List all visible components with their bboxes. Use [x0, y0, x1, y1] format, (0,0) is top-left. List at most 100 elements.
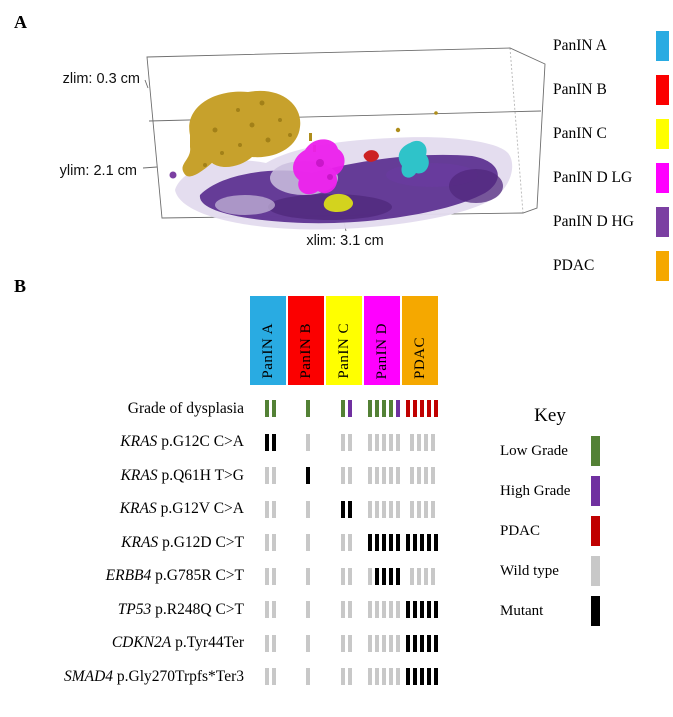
- sample-tick: [306, 400, 310, 418]
- key-color-swatch: [591, 556, 600, 586]
- sample-tick: [306, 668, 310, 686]
- sample-tick: [382, 534, 386, 552]
- sample-tick: [347, 433, 352, 451]
- sample-tick: [340, 500, 345, 518]
- sample-tick: [389, 467, 393, 485]
- sample-tick: [368, 634, 372, 652]
- matrix-cell-pdac: [404, 601, 440, 619]
- legend-color-swatch: [656, 251, 669, 281]
- matrix-cell-pdac: [404, 668, 440, 686]
- sample-tick: [340, 467, 345, 485]
- gold-speckles: [203, 100, 292, 167]
- sample-tick: [382, 467, 386, 485]
- sample-tick: [420, 534, 424, 552]
- sample-tick: [271, 467, 276, 485]
- matrix-row: KRAS p.G12V C>A: [0, 493, 440, 527]
- legend-color-swatch: [656, 119, 669, 149]
- sample-tick: [389, 500, 393, 518]
- sample-tick: [264, 634, 269, 652]
- column-header-label: PDAC: [411, 336, 428, 379]
- mutation-label: p.Gly270Trpfs*Ter3: [116, 667, 244, 685]
- matrix-cell-panin-b: [290, 500, 326, 518]
- matrix-row: KRAS p.Q61H T>G: [0, 459, 440, 493]
- sample-tick: [389, 668, 393, 686]
- sample-tick: [347, 634, 352, 652]
- matrix-cell-panin-b: [290, 668, 326, 686]
- row-label: CDKN2A p.Tyr44Ter: [0, 634, 250, 652]
- key-item-low-grade: Low Grade: [500, 431, 600, 471]
- sample-tick: [423, 467, 428, 485]
- key-label: Mutant: [500, 602, 544, 619]
- sample-tick: [271, 634, 276, 652]
- sample-tick: [340, 534, 345, 552]
- matrix-cell-panin-c: [328, 634, 364, 652]
- legend-label: PanIN D LG: [553, 169, 633, 186]
- matrix-cell-panin-d: [366, 500, 402, 518]
- sample-tick: [368, 601, 372, 619]
- row-label: Grade of dysplasia: [0, 400, 250, 418]
- sample-tick: [264, 400, 269, 418]
- sample-tick: [430, 500, 435, 518]
- matrix-cell-panin-c: [328, 400, 364, 418]
- key-item-wild-type: Wild type: [500, 551, 600, 591]
- sample-tick: [409, 567, 414, 585]
- pdac-gold-mass: [182, 90, 301, 177]
- matrix-row: KRAS p.G12C C>A: [0, 426, 440, 460]
- ylim-label: ylim: 2.1 cm: [59, 163, 137, 179]
- sample-tick: [434, 634, 438, 652]
- mutation-label: p.G12C C>A: [161, 433, 244, 451]
- column-header-panin-a: PanIN A: [250, 296, 286, 385]
- matrix-cell-panin-d: [366, 433, 402, 451]
- column-header-label: PanIN C: [335, 323, 352, 379]
- sample-tick: [389, 567, 393, 585]
- matrix-cell-panin-d: [366, 467, 402, 485]
- column-header-panin-b: PanIN B: [288, 296, 324, 385]
- matrix-row: KRAS p.G12D C>T: [0, 526, 440, 560]
- sample-tick: [396, 433, 400, 451]
- sample-tick: [368, 467, 372, 485]
- row-label: SMAD4 p.Gly270Trpfs*Ter3: [0, 668, 250, 686]
- key-legend: Key Low Grade High Grade PDAC Wild type Muta…: [500, 405, 600, 631]
- key-color-swatch: [591, 436, 600, 466]
- sample-tick: [396, 534, 400, 552]
- 3d-tissue-plot: [142, 47, 546, 232]
- sample-tick: [389, 601, 393, 619]
- sample-tick: [340, 433, 345, 451]
- sample-tick: [430, 567, 435, 585]
- sample-tick: [375, 500, 379, 518]
- legend-label: PDAC: [553, 257, 595, 274]
- sample-tick: [382, 500, 386, 518]
- sample-tick: [389, 534, 393, 552]
- sample-tick: [347, 400, 352, 418]
- legend-color-swatch: [656, 75, 669, 105]
- row-label: KRAS p.G12V C>A: [0, 500, 250, 518]
- column-header-label: PanIN B: [297, 323, 314, 379]
- sample-tick: [389, 400, 393, 418]
- matrix-row: TP53 p.R248Q C>T: [0, 593, 440, 627]
- sample-tick: [420, 668, 424, 686]
- legend-label: PanIN D HG: [553, 213, 634, 230]
- matrix-cell-panin-a: [252, 634, 288, 652]
- sample-tick: [396, 601, 400, 619]
- sample-tick: [306, 634, 310, 652]
- matrix-cell-panin-d: [366, 634, 402, 652]
- xlim-label: xlim: 3.1 cm: [306, 233, 384, 249]
- column-header-pdac: PDAC: [402, 296, 438, 385]
- mutation-label: p.Q61H T>G: [161, 466, 244, 484]
- sample-tick: [347, 534, 352, 552]
- sample-tick: [306, 601, 310, 619]
- key-label: PDAC: [500, 522, 541, 539]
- matrix-cell-pdac: [404, 400, 440, 418]
- sample-tick: [434, 400, 438, 418]
- sample-tick: [434, 601, 438, 619]
- column-header-label: PanIN D: [373, 322, 390, 379]
- matrix-cell-pdac: [404, 467, 440, 485]
- matrix-cell-panin-a: [252, 567, 288, 585]
- panel-a-label: A: [14, 12, 27, 32]
- sample-tick: [347, 500, 352, 518]
- matrix-cell-panin-a: [252, 500, 288, 518]
- sample-tick: [396, 500, 400, 518]
- sample-tick: [271, 601, 276, 619]
- sample-tick: [264, 567, 269, 585]
- matrix-cell-panin-c: [328, 534, 364, 552]
